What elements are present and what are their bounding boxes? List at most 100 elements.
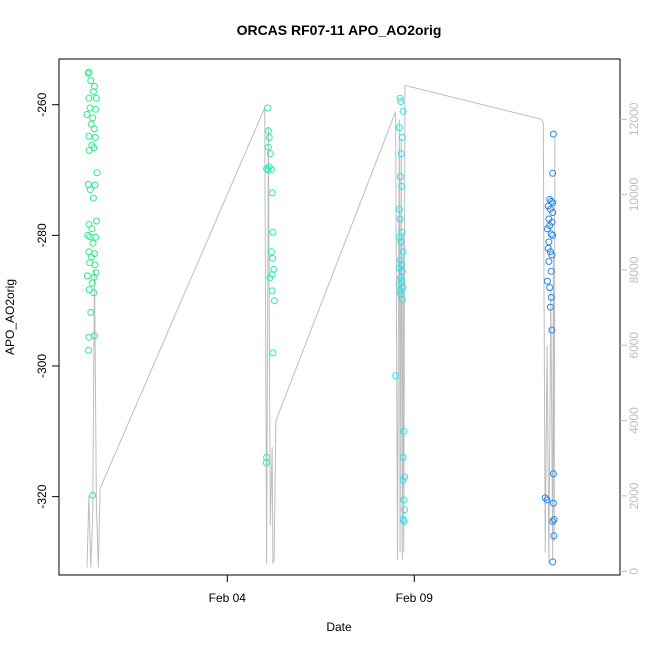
- y2-tick-label: 12000: [627, 102, 641, 136]
- data-point: [396, 287, 404, 295]
- data-point: [264, 166, 272, 174]
- data-point: [262, 459, 270, 467]
- data-point: [92, 94, 100, 102]
- data-point: [399, 107, 407, 115]
- data-point: [549, 517, 557, 525]
- data-point: [549, 199, 557, 207]
- data-point: [398, 133, 406, 141]
- data-point: [399, 453, 407, 461]
- data-point: [87, 77, 95, 85]
- altitude-line-layer: [86, 84, 556, 568]
- data-point: [268, 287, 276, 295]
- data-point: [397, 173, 404, 181]
- data-point: [550, 516, 558, 523]
- data-point: [400, 517, 408, 525]
- data-point: [549, 499, 557, 507]
- data-point: [396, 215, 404, 223]
- data-point: [92, 269, 100, 277]
- data-point: [399, 248, 407, 256]
- data-point: [85, 286, 93, 294]
- data-point: [547, 230, 555, 238]
- data-point: [266, 274, 274, 282]
- data-point: [89, 491, 97, 499]
- data-point: [398, 182, 406, 190]
- data-point: [263, 165, 271, 173]
- data-point: [269, 254, 277, 262]
- data-point: [550, 532, 558, 540]
- data-point: [265, 133, 273, 141]
- data-point: [546, 248, 554, 256]
- x-axis-label: Date: [326, 620, 352, 634]
- data-point: [543, 277, 551, 285]
- data-point: [549, 169, 557, 177]
- data-point: [549, 209, 557, 216]
- data-point: [86, 186, 94, 194]
- y2-axis: 0 2000 4000 6000 8000 10000 12000: [620, 102, 641, 575]
- data-point: [546, 284, 554, 292]
- data-point: [91, 82, 98, 90]
- data-point: [89, 114, 97, 122]
- data-point: [549, 470, 557, 478]
- data-point: [397, 150, 405, 158]
- data-point: [267, 165, 275, 173]
- data-point: [269, 228, 277, 236]
- y2-tick-label: 0: [627, 568, 641, 575]
- data-point: [264, 127, 272, 135]
- x-tick-label: Feb 09: [396, 591, 434, 605]
- data-point: [398, 267, 406, 275]
- y-tick-label: -300: [35, 354, 49, 378]
- y2-tick-label: 8000: [627, 256, 641, 283]
- data-point: [395, 233, 403, 241]
- data-point: [85, 333, 93, 341]
- data-point: [548, 326, 556, 334]
- data-point: [264, 104, 272, 112]
- data-point: [89, 239, 97, 247]
- y2-tick-label: 2000: [627, 482, 641, 509]
- data-point: [267, 248, 275, 256]
- data-point: [400, 427, 408, 435]
- data-point: [92, 233, 100, 241]
- y-axis: -260 -280 -300 -320: [35, 92, 59, 509]
- data-point: [396, 256, 404, 264]
- data-point: [546, 303, 554, 311]
- data-point: [85, 346, 92, 354]
- data-point: [549, 231, 557, 239]
- data-point: [93, 169, 101, 177]
- data-point: [91, 332, 98, 340]
- data-point: [88, 279, 96, 287]
- data-point: [397, 238, 405, 246]
- data-point: [83, 111, 91, 118]
- plot-area: [58, 58, 621, 576]
- data-point: [400, 496, 408, 504]
- data-point: [85, 94, 93, 102]
- y-axis-label: APO_AO2orig: [3, 279, 17, 355]
- chart-title: ORCAS RF07-11 APO_AO2orig: [237, 22, 442, 38]
- altitude-line: [86, 84, 556, 568]
- y-tick-label: -280: [35, 223, 49, 247]
- data-point: [90, 125, 98, 133]
- data-point: [91, 133, 99, 141]
- data-point: [87, 308, 95, 316]
- data-point: [92, 105, 100, 113]
- data-point: [396, 94, 404, 102]
- x-tick-label: Feb 04: [209, 591, 247, 605]
- y-tick-label: -260: [35, 92, 49, 116]
- data-point: [392, 372, 400, 380]
- data-point: [548, 251, 556, 259]
- data-point: [92, 217, 100, 225]
- data-point: [88, 225, 96, 233]
- data-point: [84, 69, 92, 77]
- data-point: [547, 267, 555, 275]
- data-point: [89, 194, 97, 202]
- data-point: [85, 146, 93, 154]
- data-point: [549, 130, 557, 138]
- data-point: [86, 104, 94, 112]
- data-point: [545, 238, 553, 246]
- data-point: [91, 181, 99, 189]
- data-point: [266, 150, 274, 158]
- data-point: [397, 274, 404, 282]
- y2-tick-label: 4000: [627, 407, 641, 434]
- data-point: [85, 132, 93, 140]
- data-point: [397, 98, 405, 105]
